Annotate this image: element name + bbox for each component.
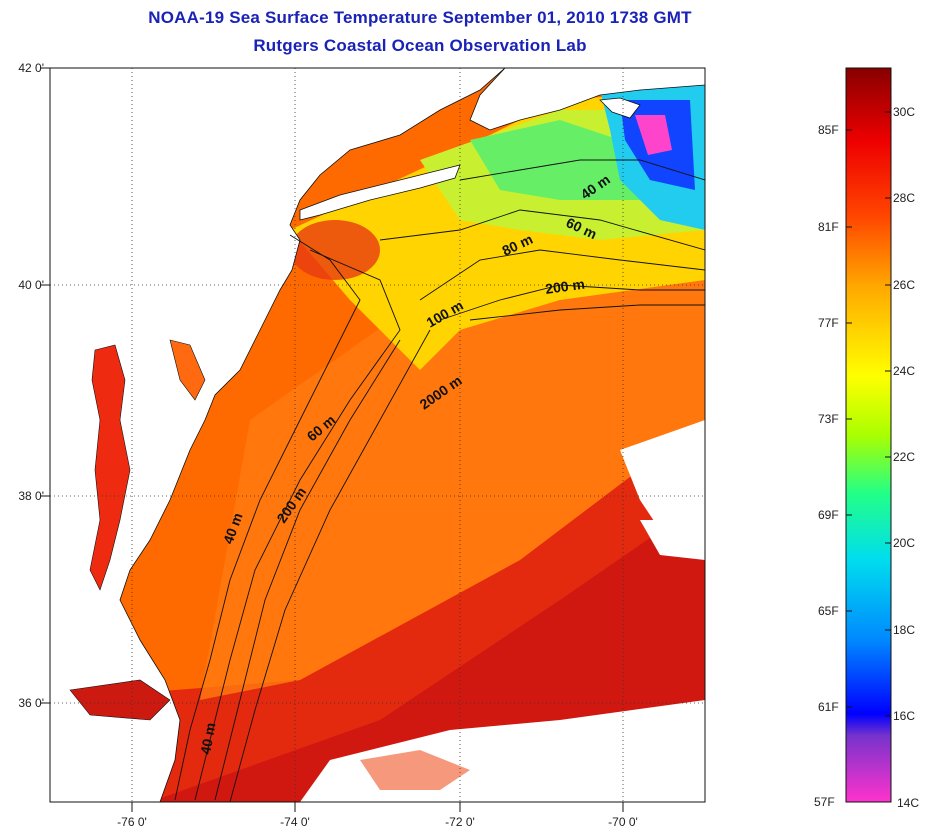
- colorbar-ticks: [846, 111, 891, 717]
- lat-label: 40 0': [18, 278, 44, 292]
- colorbar-label-f: 65F: [818, 604, 839, 618]
- colorbar-label-f: 61F: [818, 700, 839, 714]
- chesapeake-bay: [89, 344, 131, 591]
- colorbar-label-f: 73F: [818, 412, 839, 426]
- isobath-label: 200 m: [544, 276, 586, 297]
- colorbar-label-c: 24C: [893, 364, 916, 378]
- colorbar-label-c: 20C: [893, 536, 916, 550]
- map-subtitle: Rutgers Coastal Ocean Observation Lab: [253, 36, 587, 55]
- colorbar-label-f: 81F: [818, 220, 839, 234]
- colorbar-label-f: 69F: [818, 508, 839, 522]
- colorbar-label-c: 30C: [893, 105, 916, 119]
- colorbar: [845, 67, 892, 803]
- isobath-lines: [174, 159, 705, 802]
- colorbar-label-c: 28C: [893, 191, 916, 205]
- lon-label: -74 0': [280, 815, 310, 829]
- axis-ticks: [40, 67, 624, 812]
- colorbar-label-f: 85F: [818, 123, 839, 137]
- colorbar-label-c: 26C: [893, 278, 916, 292]
- lon-label: -70 0': [608, 815, 638, 829]
- isobath-label: 40 m: [197, 721, 218, 755]
- lat-label: 38 0': [18, 489, 44, 503]
- lat-label: 36 0': [18, 696, 44, 710]
- colorbar-label-f: 57F: [814, 795, 835, 809]
- colorbar-label-c: 16C: [893, 709, 916, 723]
- lon-label: -72 0': [445, 815, 475, 829]
- colorbar-label-c: 22C: [893, 450, 916, 464]
- lon-label: -76 0': [117, 815, 147, 829]
- lat-label: 42 0': [18, 61, 44, 75]
- long-island: [299, 164, 461, 221]
- map-title: NOAA-19 Sea Surface Temperature Septembe…: [148, 8, 692, 27]
- map-frame: [49, 67, 706, 803]
- colorbar-label-c: 18C: [893, 623, 916, 637]
- cloud-patch: [620, 420, 705, 540]
- land-mass: [50, 68, 506, 802]
- pamlico-sound: [69, 679, 171, 721]
- colorbar-label-c: 14C: [897, 796, 920, 810]
- delaware-bay: [169, 339, 206, 401]
- colorbar-label-f: 77F: [818, 316, 839, 330]
